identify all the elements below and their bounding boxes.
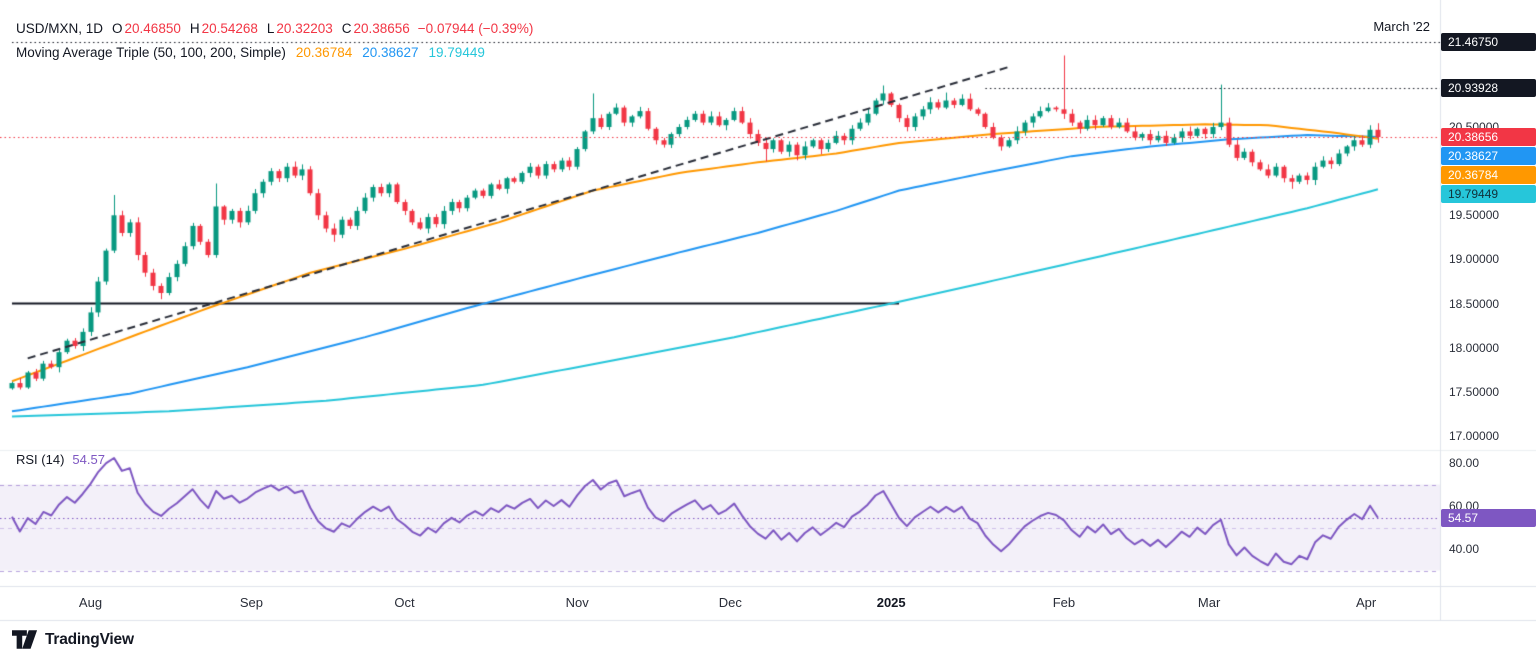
tradingview-logo[interactable]: TradingView (12, 630, 134, 649)
march-22-annotation: March '22 (1373, 19, 1430, 34)
tradingview-brand-text: TradingView (45, 630, 134, 648)
rsi-value: 54.57 (72, 452, 105, 467)
ohlc-low-label: L (266, 21, 275, 36)
rsi-title[interactable]: RSI (14) (16, 452, 65, 467)
symbol-legend: USD/MXN, 1D O 20.46850 H 20.54268 L 20.32203 C 2… (16, 21, 533, 36)
ohlc-close-value: 20.38656 (353, 21, 410, 36)
rsi-indicator-legend: RSI (14) 54.57 (16, 452, 105, 467)
ohlc-change: −0.07944 (−0.39%) (417, 21, 534, 36)
ohlc-low-value: 20.32203 (276, 21, 333, 36)
ma-indicator-legend: Moving Average Triple (50, 100, 200, Sim… (16, 45, 485, 60)
tradingview-logo-icon (12, 630, 38, 649)
ma50-value: 20.36784 (295, 45, 353, 60)
ohlc-high-label: H (189, 21, 200, 36)
ma200-value: 19.79449 (428, 45, 485, 60)
ohlc-open-value: 20.46850 (124, 21, 181, 36)
ma100-value: 20.38627 (362, 45, 419, 60)
ohlc-open-label: O (112, 21, 123, 36)
ohlc-high-value: 20.54268 (201, 21, 258, 36)
ohlc-close-label: C (341, 21, 352, 36)
symbol-title[interactable]: USD/MXN, 1D (16, 21, 104, 36)
ma-indicator-title[interactable]: Moving Average Triple (50, 100, 200, Sim… (16, 45, 286, 60)
